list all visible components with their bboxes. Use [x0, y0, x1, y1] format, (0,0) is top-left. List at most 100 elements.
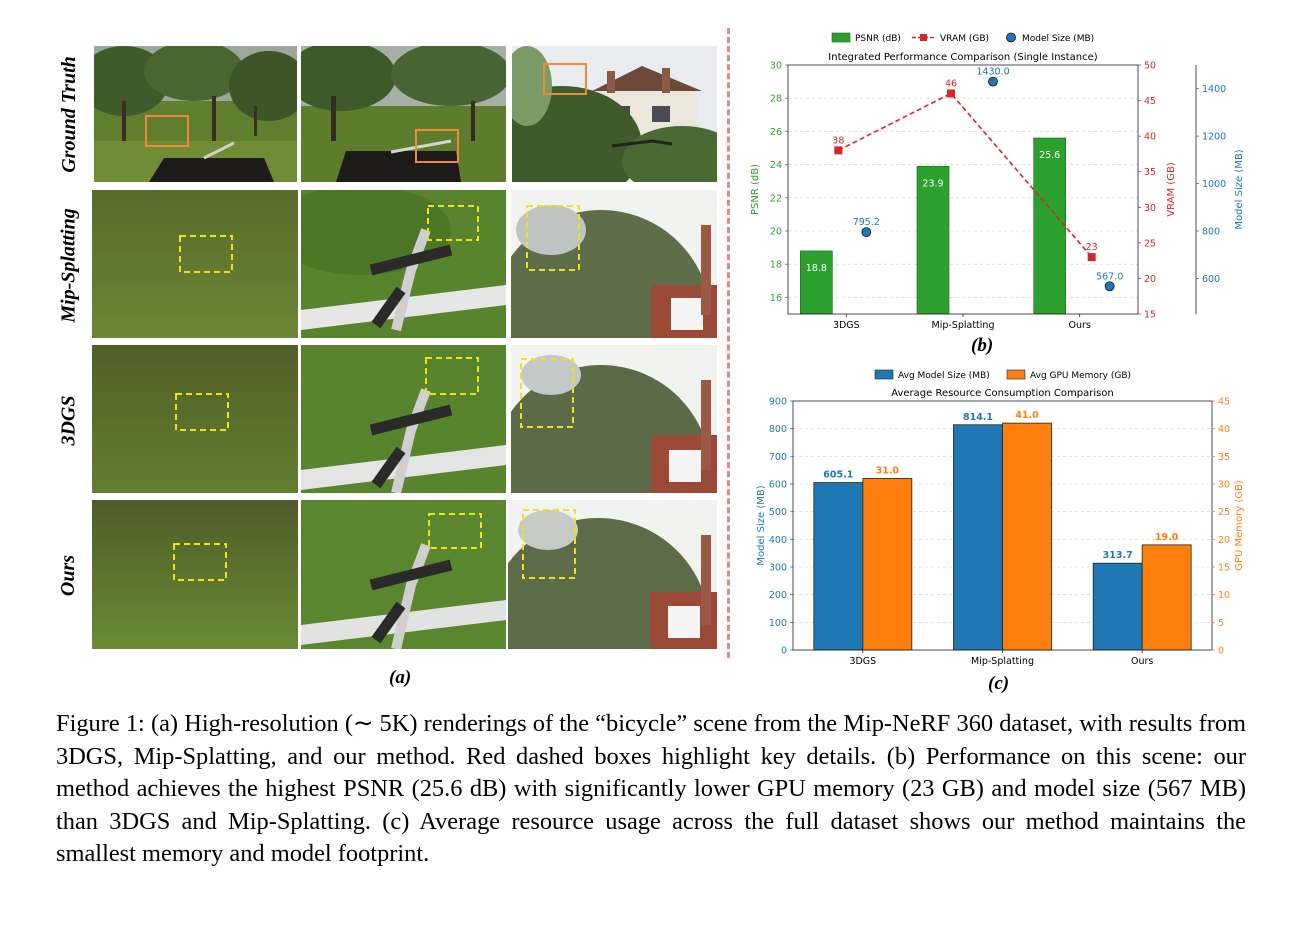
avg-gpu-memory-label: 31.0 [876, 465, 900, 476]
right-axis-label: GPU Memory (GB) [1234, 480, 1245, 571]
avg-gpu-memory-bar [1002, 422, 1052, 651]
left-axis-label: PSNR (dB) [750, 164, 761, 215]
mip-house-crop [511, 190, 717, 338]
right1-tick-label: 35 [1144, 167, 1156, 178]
vram-marker [947, 89, 955, 98]
avg-gpu-memory-bar [1141, 544, 1192, 651]
psnr-bar-label: 25.6 [1039, 150, 1060, 161]
right-tick-label: 0 [1218, 646, 1224, 657]
3dgs-bicycle-crop [301, 345, 506, 493]
row-label-text: Mip-Splatting [57, 207, 80, 323]
avg-model-size-bar [813, 482, 864, 651]
legend-avg-gpu-memory-swatch [1006, 369, 1026, 380]
left-tick-label: 20 [770, 227, 782, 238]
right2-tick-label: 1200 [1202, 132, 1226, 143]
right1-tick-label: 15 [1144, 310, 1156, 321]
row-label-ours: Ours [44, 500, 94, 650]
right-tick-label: 35 [1218, 452, 1230, 463]
right1-tick-label: 30 [1144, 203, 1156, 214]
mip-grass-crop [92, 190, 298, 338]
right1-axis-label: VRAM (GB) [1166, 162, 1177, 217]
x-tick-label: 3DGS [833, 320, 860, 331]
chart-c-title: Average Resource Consumption Comparison [891, 388, 1114, 399]
legend-model-size-marker [1006, 32, 1016, 43]
panel-a-label: (a) [389, 667, 412, 688]
mip-bicycle-crop [301, 190, 506, 338]
right-tick-label: 5 [1218, 618, 1224, 629]
avg-model-size-bar [1092, 562, 1143, 651]
3dgs-house-crop [511, 345, 717, 493]
legend-psnr-label: PSNR (dB) [855, 34, 901, 44]
right-tick-label: 20 [1218, 535, 1230, 546]
left-tick-label: 16 [770, 293, 782, 304]
left-tick-label: 300 [769, 563, 787, 574]
legend-vram-label: VRAM (GB) [940, 34, 989, 44]
model-size-label: 1430.0 [976, 67, 1009, 78]
left-tick-label: 900 [769, 397, 787, 408]
model-size-point [861, 227, 872, 238]
right2-tick-label: 800 [1202, 227, 1220, 238]
right-tick-label: 25 [1218, 507, 1230, 518]
legend-psnr-swatch [831, 32, 851, 43]
right2-tick-label: 1000 [1202, 179, 1226, 190]
psnr-bar-label: 23.9 [922, 178, 943, 189]
row-label-text: Ours [57, 554, 80, 596]
gt-bench-image [301, 46, 506, 182]
vram-marker [1087, 253, 1096, 262]
model-size-label: 567.0 [1096, 271, 1123, 282]
panel-a-image-grid: Ground Truth Mip-Splatting 3DGS Ours [0, 0, 730, 700]
left-tick-label: 600 [769, 480, 787, 491]
x-tick-label: Mip-Splatting [932, 320, 995, 331]
avg-model-size-label: 605.1 [823, 470, 853, 481]
left-tick-label: 200 [769, 590, 787, 601]
vram-marker [834, 146, 843, 155]
left-tick-label: 500 [769, 507, 787, 518]
row-label-3dgs: 3DGS [44, 345, 94, 495]
figure-caption: Figure 1: (a) High-resolution (∼ 5K) ren… [56, 710, 1246, 867]
vram-line [837, 92, 1093, 258]
right-tick-label: 45 [1218, 397, 1230, 408]
vram-label: 23 [1086, 242, 1098, 253]
left-tick-label: 24 [770, 160, 782, 171]
row-label-ground-truth: Ground Truth [44, 46, 94, 182]
right2-tick-label: 1400 [1202, 84, 1226, 95]
chart-b-title: Integrated Performance Comparison (Singl… [828, 52, 1098, 63]
vram-label: 46 [945, 78, 957, 89]
left-tick-label: 22 [770, 193, 782, 204]
model-size-point [988, 76, 998, 87]
right2-axis-label: Model Size (MB) [1234, 149, 1245, 229]
left-tick-label: 0 [781, 646, 787, 657]
chart-c: Avg Model Size (MB) Avg GPU Memory (GB) Av… [740, 362, 1260, 672]
chart-b-svg: PSNR (dB) VRAM (GB) Model Size (MB) Integra… [750, 32, 1245, 331]
3dgs-grass-crop [92, 345, 298, 493]
avg-model-size-label: 814.1 [963, 412, 993, 423]
legend-vram-marker [920, 34, 927, 41]
ours-house-crop [508, 500, 717, 649]
left-tick-label: 800 [769, 424, 787, 435]
left-tick-label: 400 [769, 535, 787, 546]
left-tick-label: 18 [770, 260, 782, 271]
row-label-text: Ground Truth [57, 55, 80, 173]
gt-house-image [512, 46, 717, 182]
right1-tick-label: 45 [1144, 96, 1156, 107]
right1-tick-label: 50 [1144, 61, 1156, 72]
avg-model-size-label: 313.7 [1103, 550, 1133, 561]
x-tick-label: 3DGS [849, 656, 876, 667]
x-tick-label: Ours [1068, 320, 1090, 331]
psnr-bar-label: 18.8 [806, 263, 827, 274]
right1-tick-label: 40 [1144, 132, 1156, 143]
avg-gpu-memory-label: 19.0 [1155, 532, 1179, 543]
left-tick-label: 26 [770, 127, 782, 138]
row-label-mip-splatting: Mip-Splatting [44, 190, 94, 340]
right-tick-label: 10 [1218, 590, 1230, 601]
x-tick-label: Mip-Splatting [971, 656, 1034, 667]
left-tick-label: 700 [769, 452, 787, 463]
row-label-text: 3DGS [57, 394, 80, 446]
left-tick-label: 30 [770, 61, 782, 72]
chart-c-svg: Avg Model Size (MB) Avg GPU Memory (GB) Av… [756, 369, 1245, 667]
left-tick-label: 100 [769, 618, 787, 629]
ours-bicycle-crop [301, 500, 506, 649]
right-tick-label: 15 [1218, 563, 1230, 574]
model-size-label: 795.2 [853, 217, 880, 228]
psnr-bar [916, 165, 950, 315]
